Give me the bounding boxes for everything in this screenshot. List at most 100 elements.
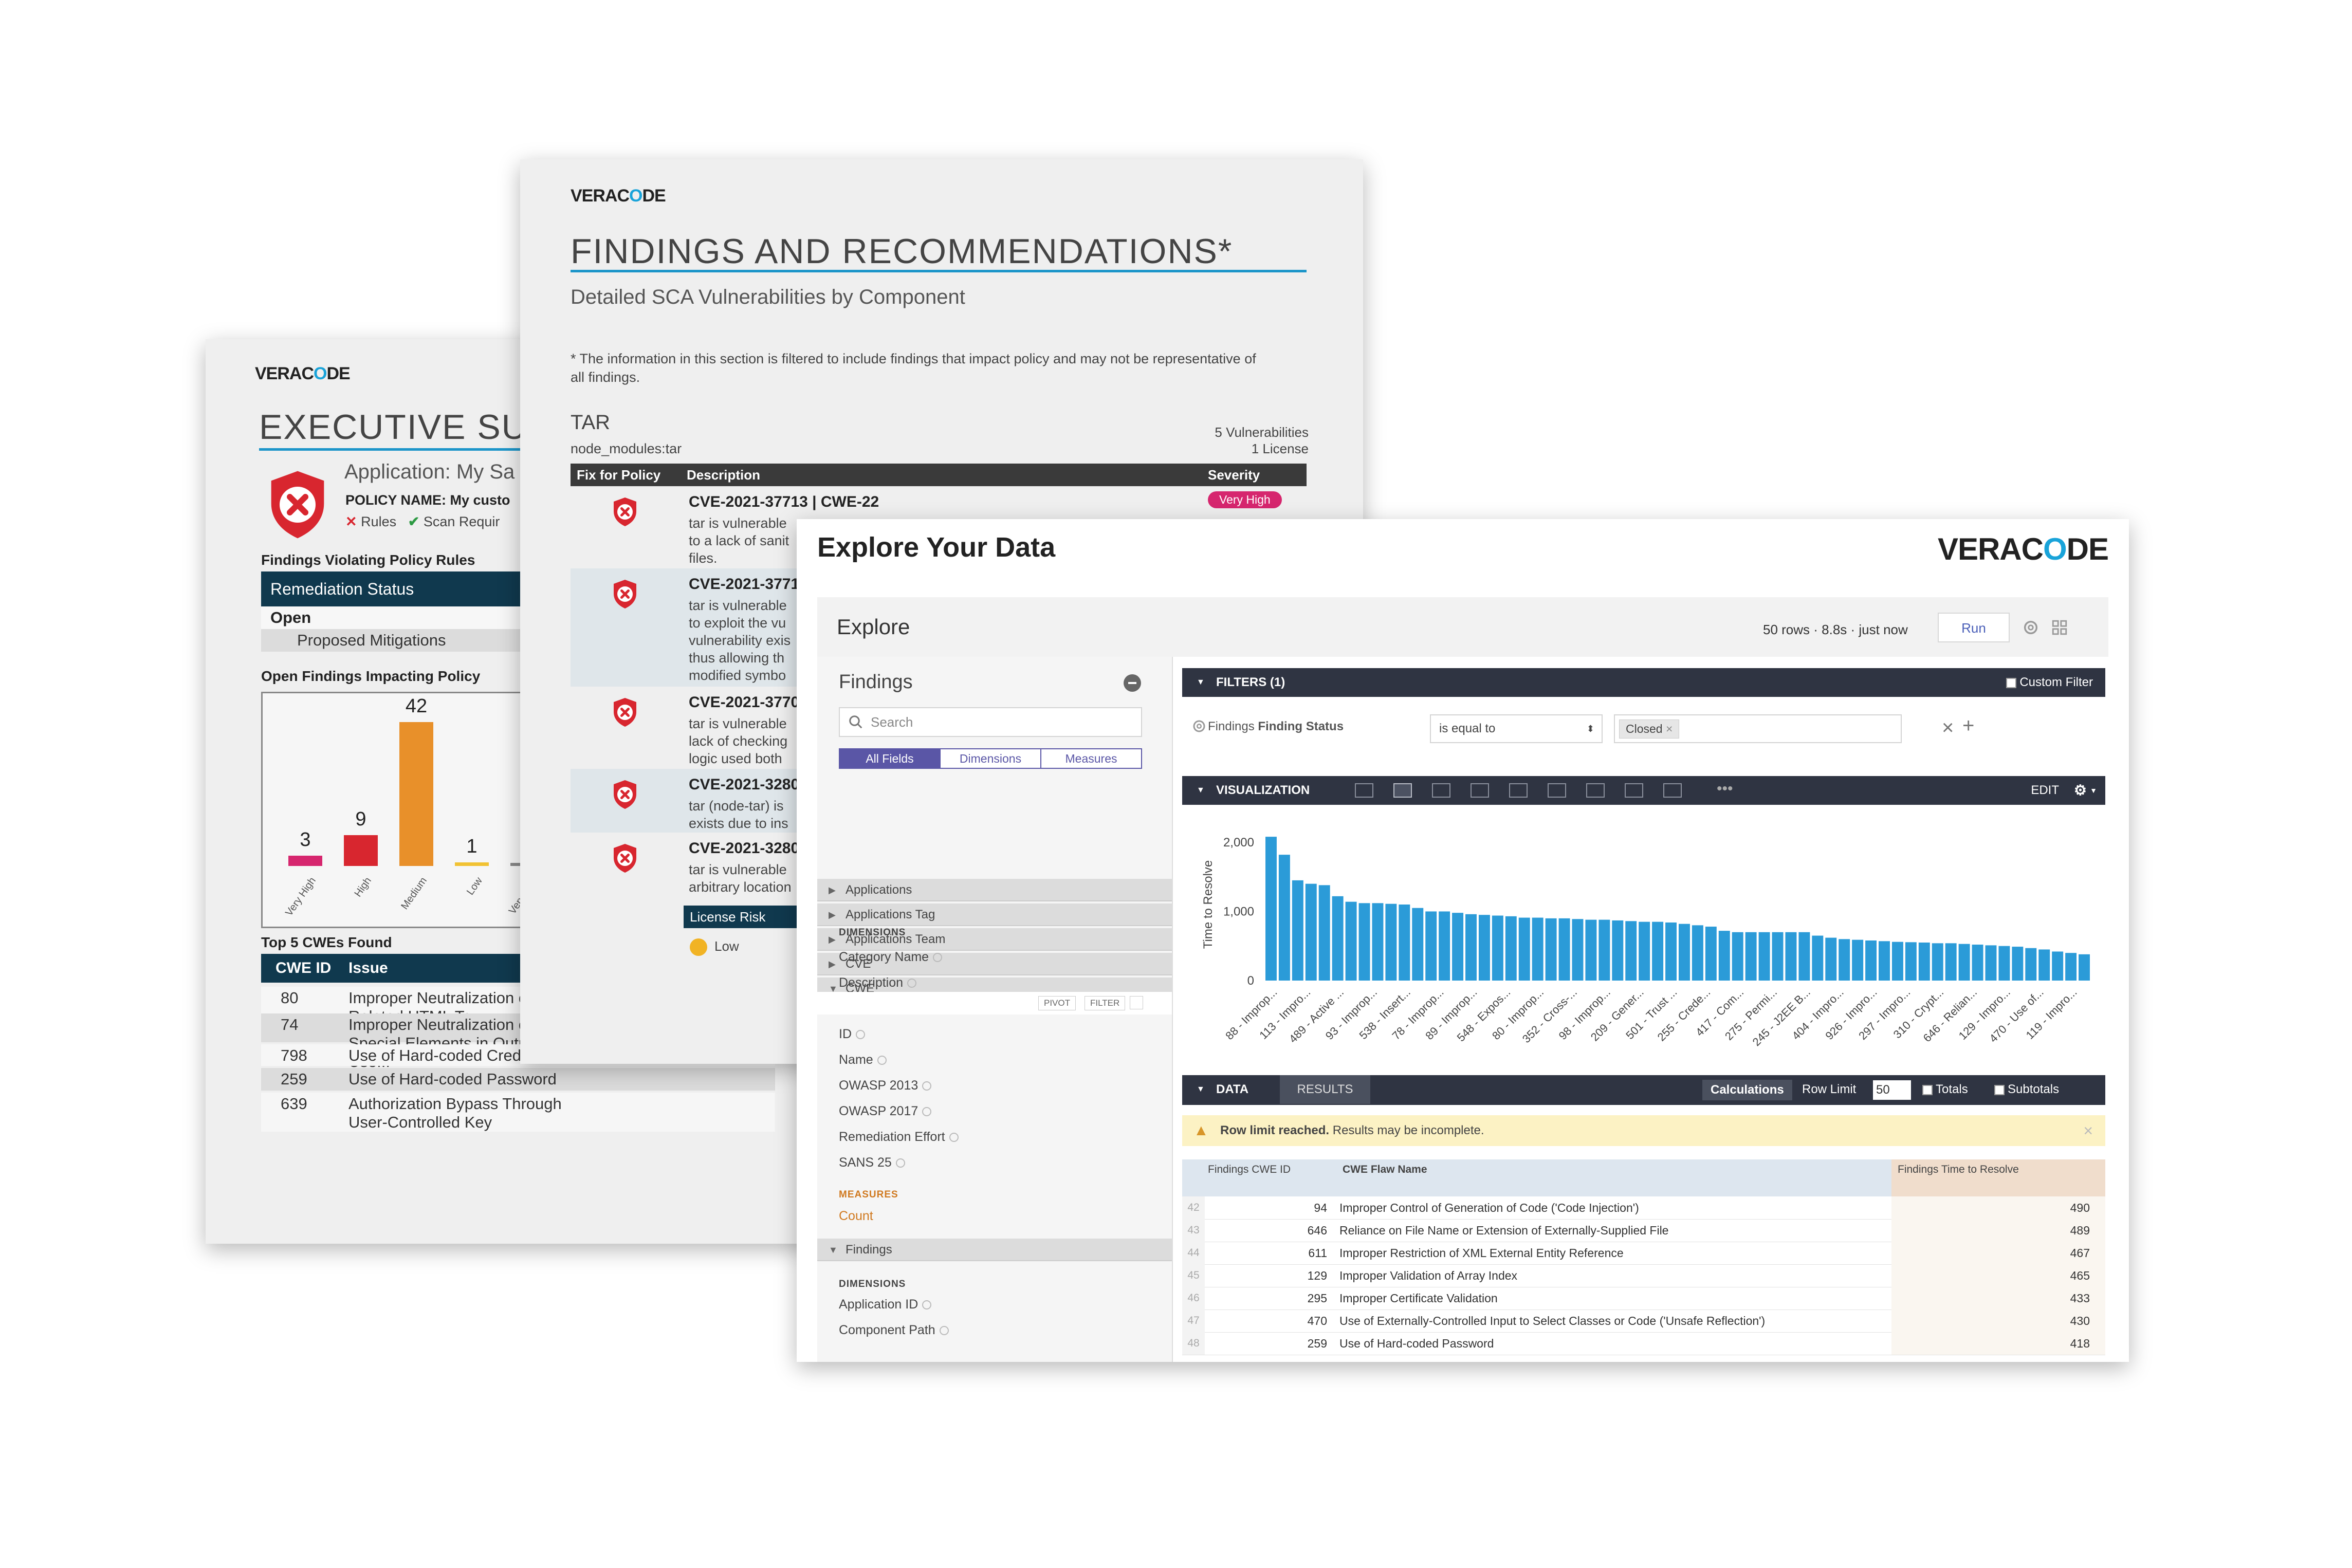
- scatter-chart-icon[interactable]: [1471, 783, 1489, 798]
- add-filter-icon[interactable]: +: [1962, 714, 1975, 737]
- measures-tab[interactable]: Measures: [1041, 749, 1141, 768]
- single-value-icon[interactable]: [1663, 783, 1682, 798]
- time-to-resolve-bar[interactable]: [1865, 940, 1877, 981]
- time-to-resolve-bar[interactable]: [1772, 932, 1784, 981]
- all-fields-tab[interactable]: All Fields: [840, 749, 941, 768]
- time-to-resolve-bar[interactable]: [1891, 942, 1903, 981]
- time-to-resolve-bar[interactable]: [1505, 916, 1517, 981]
- filter-button[interactable]: FILTER: [1085, 996, 1126, 1010]
- field-group[interactable]: ▶ Applications Team: [817, 928, 1172, 951]
- info-icon[interactable]: [856, 1030, 865, 1040]
- time-to-resolve-bar[interactable]: [1372, 903, 1384, 981]
- time-to-resolve-bar[interactable]: [1518, 917, 1530, 981]
- info-icon[interactable]: [922, 1300, 932, 1310]
- more-icon[interactable]: •••: [1717, 780, 1733, 797]
- info-icon[interactable]: [877, 1056, 887, 1065]
- time-to-resolve-header[interactable]: Findings Time to Resolve: [1891, 1159, 2105, 1196]
- dimension-field[interactable]: Category Name: [839, 950, 943, 965]
- remove-chip-icon[interactable]: ×: [1666, 722, 1673, 735]
- time-to-resolve-bar[interactable]: [1852, 939, 1864, 981]
- flaw-name-header[interactable]: CWE Flaw Name: [1336, 1159, 1891, 1196]
- time-to-resolve-bar[interactable]: [1572, 919, 1584, 981]
- time-to-resolve-bar[interactable]: [1985, 945, 1997, 981]
- cwe-id-header[interactable]: Findings CWE ID: [1182, 1159, 1336, 1196]
- area-chart-icon[interactable]: [1548, 783, 1566, 798]
- time-to-resolve-bar[interactable]: [1745, 932, 1757, 981]
- time-to-resolve-bar[interactable]: [2012, 947, 2024, 981]
- time-to-resolve-bar[interactable]: [1798, 932, 1810, 981]
- table-row[interactable]: 42 94 Improper Control of Generation of Co…: [1182, 1196, 2105, 1220]
- time-to-resolve-bar[interactable]: [1585, 919, 1597, 981]
- field-group[interactable]: ▶ CVE: [817, 953, 1172, 975]
- time-to-resolve-bar[interactable]: [2025, 948, 2037, 981]
- time-to-resolve-bar[interactable]: [1972, 945, 1983, 981]
- pie-chart-icon[interactable]: [1586, 783, 1605, 798]
- time-to-resolve-bar[interactable]: [1465, 914, 1477, 981]
- totals-checkbox[interactable]: [1922, 1084, 1933, 1095]
- chevron-down-icon[interactable]: ▼: [2090, 786, 2097, 795]
- time-to-resolve-bar[interactable]: [1278, 855, 1290, 981]
- time-to-resolve-bar[interactable]: [2065, 953, 2077, 981]
- table-row[interactable]: 46 295 Improper Certificate Validation 433: [1182, 1287, 2105, 1310]
- count-measure[interactable]: Count: [839, 1209, 873, 1223]
- time-to-resolve-bar[interactable]: [1345, 901, 1357, 981]
- time-to-resolve-bar[interactable]: [1545, 918, 1557, 981]
- close-icon[interactable]: ×: [2083, 1121, 2093, 1140]
- info-icon[interactable]: [907, 979, 917, 988]
- time-to-resolve-bar[interactable]: [1625, 921, 1637, 981]
- dimension-field[interactable]: SANS 25: [839, 1155, 905, 1170]
- map-chart-icon[interactable]: [1625, 783, 1643, 798]
- dimension-field[interactable]: OWASP 2013: [839, 1078, 932, 1093]
- table-row[interactable]: 44 611 Improper Restriction of XML Externa…: [1182, 1242, 2105, 1265]
- field-group[interactable]: ▶ Applications: [817, 879, 1172, 901]
- time-to-resolve-bar[interactable]: [1439, 911, 1450, 981]
- time-to-resolve-bar[interactable]: [1292, 880, 1303, 981]
- filter-operator-select[interactable]: is equal to ⬍: [1430, 714, 1603, 743]
- run-button[interactable]: Run: [1938, 613, 2010, 642]
- line-chart-icon[interactable]: [1509, 783, 1528, 798]
- data-tab[interactable]: DATA: [1216, 1082, 1249, 1096]
- time-to-resolve-bar[interactable]: [1558, 918, 1570, 981]
- calculations-button[interactable]: Calculations: [1702, 1080, 1792, 1100]
- dimension-field[interactable]: Component Path: [839, 1323, 949, 1338]
- time-to-resolve-bar[interactable]: [1879, 941, 1890, 981]
- time-to-resolve-bar[interactable]: [2079, 954, 2090, 981]
- grid-icon[interactable]: [2051, 619, 2068, 636]
- findings-group[interactable]: ▼ Findings: [817, 1239, 1172, 1261]
- info-icon[interactable]: [895, 1158, 905, 1168]
- time-to-resolve-bar[interactable]: [1412, 908, 1424, 981]
- time-to-resolve-bar[interactable]: [1399, 905, 1410, 981]
- time-to-resolve-bar[interactable]: [1945, 943, 1957, 981]
- chevron-down-icon[interactable]: ▼: [1197, 1085, 1205, 1094]
- time-to-resolve-bar[interactable]: [1318, 885, 1330, 981]
- field-group[interactable]: ▶ Applications Tag: [817, 903, 1172, 926]
- dimension-field[interactable]: OWASP 2017: [839, 1104, 932, 1119]
- time-to-resolve-bar[interactable]: [1452, 913, 1464, 981]
- time-to-resolve-bar[interactable]: [1305, 883, 1317, 981]
- totals-toggle[interactable]: Totals: [1922, 1075, 1968, 1104]
- bar-chart-icon[interactable]: [1432, 783, 1450, 798]
- time-to-resolve-bar[interactable]: [1612, 920, 1624, 981]
- collapse-icon[interactable]: [1124, 674, 1141, 692]
- time-to-resolve-bar[interactable]: [1492, 915, 1503, 981]
- time-to-resolve-bar[interactable]: [1332, 896, 1344, 981]
- field-search-input[interactable]: Search: [839, 707, 1142, 737]
- gear-icon[interactable]: [1191, 718, 1207, 734]
- time-to-resolve-bar[interactable]: [1665, 922, 1677, 981]
- dimensions-tab[interactable]: Dimensions: [941, 749, 1041, 768]
- filters-bar[interactable]: ▼ FILTERS (1) Custom Filter: [1182, 668, 2105, 697]
- time-to-resolve-bar[interactable]: [1679, 924, 1690, 981]
- gear-icon[interactable]: [2022, 619, 2039, 636]
- info-icon[interactable]: [933, 953, 943, 963]
- time-to-resolve-bar[interactable]: [1532, 917, 1544, 981]
- subtotals-checkbox[interactable]: [1994, 1084, 2005, 1095]
- settings-gear-icon[interactable]: ⚙: [2073, 782, 2087, 798]
- time-to-resolve-bar[interactable]: [1639, 921, 1650, 981]
- dimension-field[interactable]: Remediation Effort: [839, 1130, 959, 1145]
- time-to-resolve-bar[interactable]: [1825, 937, 1837, 981]
- column-chart-icon[interactable]: [1393, 783, 1412, 798]
- time-to-resolve-bar[interactable]: [2038, 949, 2050, 981]
- dimension-field[interactable]: Name: [839, 1053, 887, 1067]
- info-icon[interactable]: [922, 1107, 932, 1117]
- time-to-resolve-bar[interactable]: [1839, 939, 1850, 981]
